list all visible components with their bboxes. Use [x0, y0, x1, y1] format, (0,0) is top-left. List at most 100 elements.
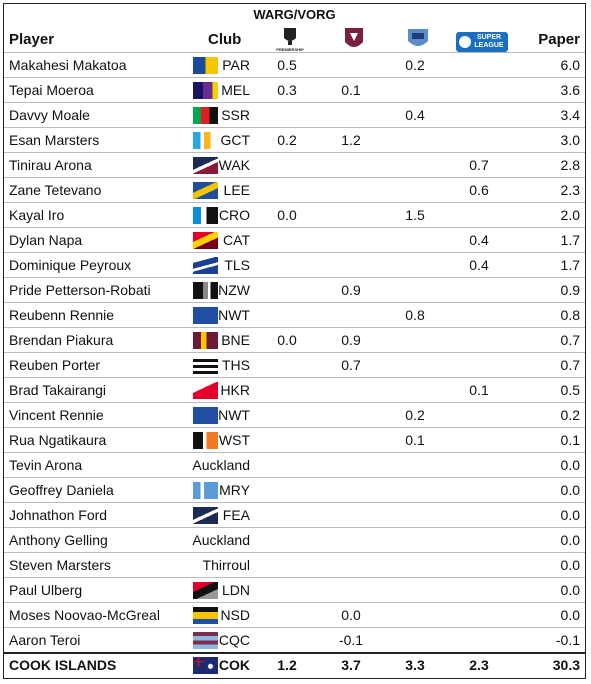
club-swatch [193, 607, 218, 624]
club: GCT [220, 132, 250, 148]
row-line [4, 502, 585, 503]
value-cell: 0.1 [405, 432, 425, 448]
player-name: Moses Noovao-McGreal [9, 607, 160, 623]
player-name: Paul Ulberg [9, 582, 83, 598]
value-cell: 0.7 [341, 357, 361, 373]
value-cell: 0.4 [469, 257, 489, 273]
value-cell: 0.0 [341, 607, 361, 623]
nsw-logo [408, 29, 428, 46]
club-swatch [193, 632, 218, 649]
value-cell: 1.2 [277, 657, 297, 673]
club-swatch [193, 257, 218, 274]
row-line [4, 577, 585, 578]
club: FEA [222, 507, 250, 523]
paper-value: 0.1 [560, 432, 580, 448]
value-cell: 0.0 [277, 332, 297, 348]
club-swatch [193, 232, 218, 249]
club: PAR [222, 57, 250, 73]
club: LDN [221, 582, 250, 598]
club: NWT [218, 407, 250, 423]
player-name: Tevin Arona [9, 457, 83, 473]
paper-value: 3.4 [560, 107, 580, 123]
row-line [4, 527, 585, 528]
row-line [4, 102, 585, 103]
row-line [4, 177, 585, 178]
value-cell: 1.2 [341, 132, 361, 148]
value-cell: 0.8 [405, 307, 425, 323]
club-swatch [193, 657, 218, 674]
club-swatch [193, 432, 218, 449]
value-cell: 0.2 [405, 407, 425, 423]
qld-logo [345, 28, 363, 47]
club: CRO [218, 207, 250, 223]
value-cell: 3.3 [405, 657, 425, 673]
table: WARG/VORG Player Club Paper PREMIERSHIP … [3, 3, 586, 679]
player-name: Davvy Moale [9, 107, 90, 123]
row-line [4, 127, 585, 128]
club-swatch [193, 507, 218, 524]
value-cell: 0.2 [277, 132, 297, 148]
row-line [4, 327, 585, 328]
club-swatch [193, 382, 218, 399]
paper-value: 30.3 [552, 657, 580, 673]
club: Thirroul [202, 557, 250, 573]
row-line [4, 152, 585, 153]
player-name: Brendan Piakura [9, 332, 114, 348]
value-cell: 0.3 [277, 82, 297, 98]
value-cell: 0.7 [469, 157, 489, 173]
player-name: Aaron Teroi [9, 632, 81, 648]
value-cell: 0.1 [341, 82, 361, 98]
row-line [4, 452, 585, 453]
value-cell: -0.1 [338, 632, 364, 648]
club: WAK [218, 157, 250, 173]
row-line [4, 652, 585, 654]
value-cell: 0.5 [277, 57, 297, 73]
value-cell: 0.0 [277, 207, 297, 223]
nrl-logo: PREMIERSHIP [276, 28, 304, 52]
row-line [4, 427, 585, 428]
row-line [4, 202, 585, 203]
row-line [4, 552, 585, 553]
club-swatch [193, 157, 218, 174]
player-name: Zane Tetevano [9, 182, 102, 198]
club-swatch [193, 107, 218, 124]
paper-value: 0.0 [560, 482, 580, 498]
club: MRY [219, 482, 250, 498]
club-swatch [193, 307, 218, 324]
player-name: Vincent Rennie [9, 407, 104, 423]
row-line [4, 352, 585, 353]
paper-value: 0.7 [560, 357, 580, 373]
club-swatch [193, 482, 218, 499]
paper-value: 0.0 [560, 457, 580, 473]
paper-value: 0.0 [560, 557, 580, 573]
paper-value: -0.1 [555, 632, 580, 648]
club: NWT [218, 307, 250, 323]
club: Auckland [192, 457, 250, 473]
club-swatch [193, 357, 218, 374]
club: Auckland [192, 532, 250, 548]
row-line [4, 602, 585, 603]
club: HKR [220, 382, 250, 398]
player-name: Anthony Gelling [9, 532, 108, 548]
row-line [4, 252, 585, 253]
player-name: Makahesi Makatoa [9, 57, 127, 73]
row-line [4, 377, 585, 378]
paper-value: 3.6 [560, 82, 580, 98]
row-line [4, 477, 585, 478]
row-line [4, 77, 585, 78]
super-league-text: SUPER [477, 34, 501, 41]
paper-value: 0.7 [560, 332, 580, 348]
super-league-logo: SUPER LEAGUE [456, 32, 508, 52]
player-name: Brad Takairangi [9, 382, 107, 398]
player-name: Dylan Napa [9, 232, 83, 248]
paper-value: 2.8 [560, 157, 580, 173]
player-name: COOK ISLANDS [9, 657, 117, 673]
paper-value: 0.0 [560, 507, 580, 523]
player-name: Kayal Iro [9, 207, 65, 223]
player-name: Pride Petterson-Robati [9, 282, 151, 298]
club-swatch [193, 582, 218, 599]
value-cell: 0.1 [469, 382, 489, 398]
player-name: Johnathon Ford [9, 507, 108, 523]
paper-value: 2.0 [560, 207, 580, 223]
value-cell: 0.6 [469, 182, 489, 198]
